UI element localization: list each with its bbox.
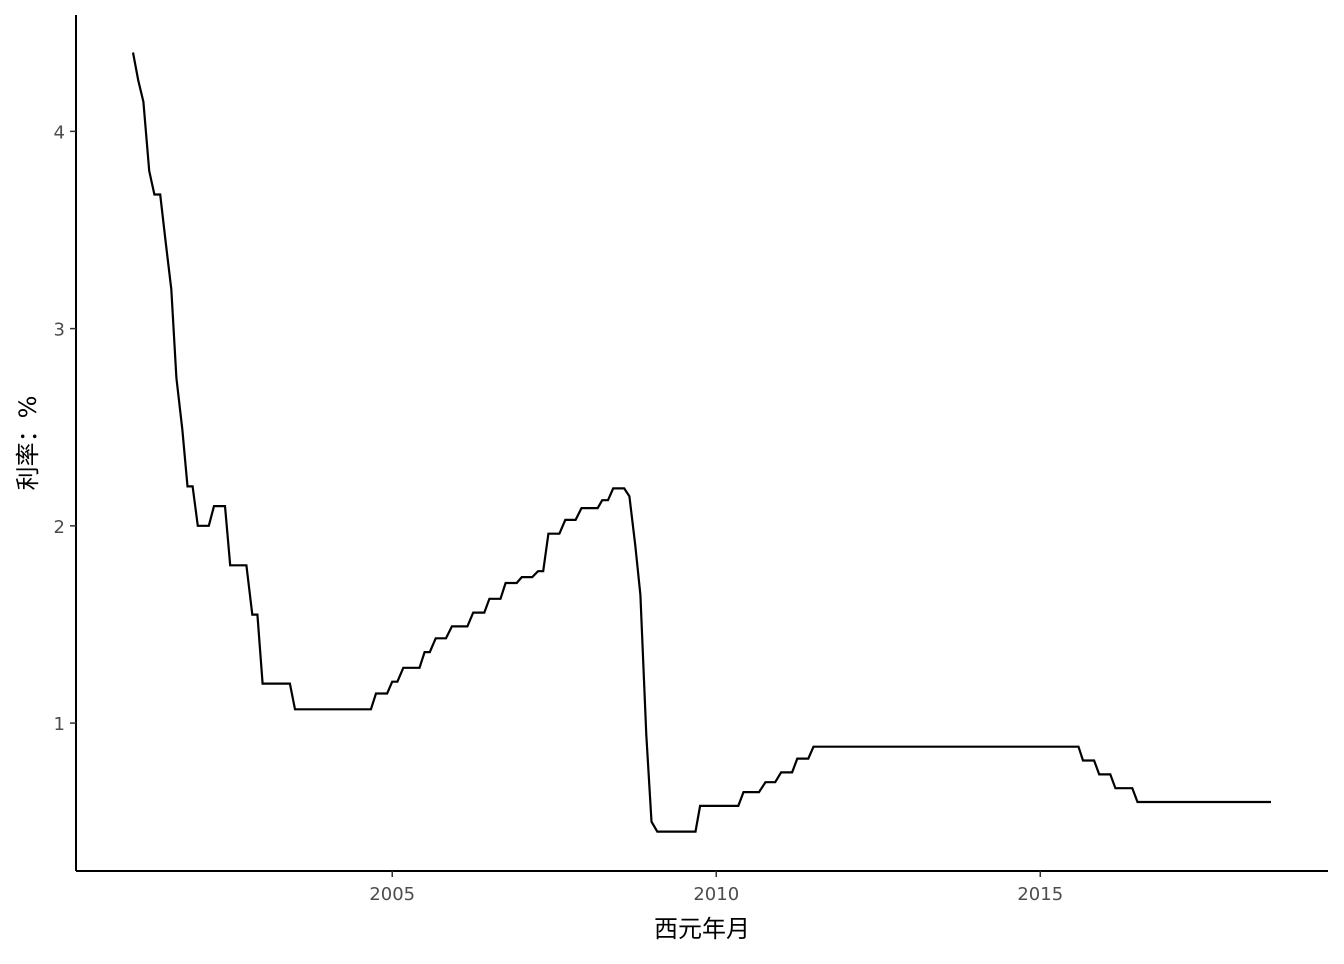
y-tick-label: 2 xyxy=(54,517,65,538)
y-tick-label: 3 xyxy=(54,320,65,341)
y-tick-label: 4 xyxy=(54,122,65,143)
series-line xyxy=(131,52,1271,833)
x-tick-label: 2010 xyxy=(693,884,739,905)
x-axis-label: 西元年月 xyxy=(654,915,750,943)
x-tick-label: 2015 xyxy=(1017,884,1063,905)
x-tick-label: 2005 xyxy=(369,884,415,905)
y-axis-label: 利率：% xyxy=(14,396,42,491)
y-tick-label: 1 xyxy=(54,714,65,735)
